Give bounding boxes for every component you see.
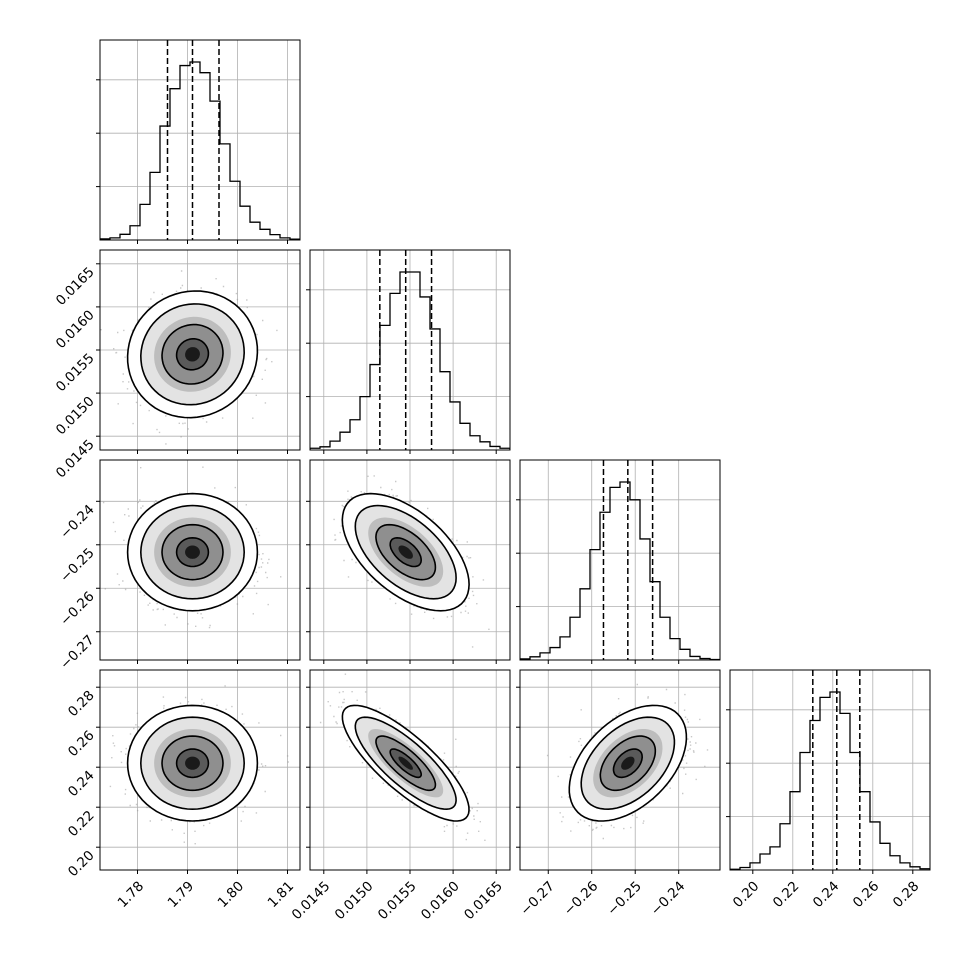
y-tick-label: 0.0145 (53, 437, 98, 482)
axes-frame (99, 459, 301, 661)
x-tick-label: 1.78 (115, 878, 148, 911)
y-tick-label: −0.25 (57, 545, 98, 586)
x-tick-label: −0.25 (604, 878, 645, 919)
histogram-step (520, 481, 720, 660)
x-tick-label: 0.0145 (289, 878, 334, 923)
y-tick-label: 0.20 (65, 848, 98, 881)
y-tick-label: 0.26 (65, 728, 98, 761)
x-tick-label: 1.81 (265, 878, 298, 911)
scatter-panel-2-1 (306, 459, 511, 664)
scatter-panel-3-2 (516, 669, 721, 874)
x-tick-label: 0.0165 (461, 878, 506, 923)
x-tick-label: 0.0155 (375, 878, 420, 923)
histogram-panel-2 (516, 459, 721, 664)
x-tick-label: 0.0150 (332, 878, 377, 923)
histogram-step (100, 61, 300, 240)
y-tick-label: 0.28 (65, 688, 98, 721)
axes-frame (519, 459, 721, 661)
y-tick-label: −0.26 (57, 589, 98, 630)
y-tick-label: −0.27 (57, 632, 98, 673)
density-peak (621, 756, 635, 770)
scatter-panel-3-0 (96, 669, 301, 874)
y-tick-label: 0.0165 (53, 264, 98, 309)
x-tick-label: 1.80 (215, 878, 248, 911)
histogram-panel-3 (726, 669, 931, 874)
x-tick-label: 0.20 (730, 878, 763, 911)
histogram-step (730, 691, 930, 870)
x-tick-label: −0.24 (648, 878, 689, 919)
histogram-panel-0 (96, 39, 301, 244)
x-tick-label: 0.26 (850, 878, 883, 911)
density-peak (398, 545, 413, 559)
density-peak (185, 347, 200, 362)
x-tick-label: 1.79 (165, 878, 198, 911)
density-peak (185, 756, 200, 770)
y-tick-label: −0.24 (57, 502, 98, 543)
scatter-panel-3-1 (306, 669, 511, 874)
x-tick-label: 0.22 (770, 878, 803, 911)
histogram-panel-1 (306, 249, 511, 454)
scatter-panel-1-0 (96, 249, 301, 454)
y-tick-label: 0.22 (65, 808, 98, 841)
y-tick-label: 0.24 (65, 768, 98, 801)
x-tick-label: −0.26 (561, 878, 602, 919)
axes-frame (519, 669, 721, 871)
x-tick-label: −0.27 (517, 878, 558, 919)
density-peak (185, 545, 200, 559)
y-tick-label: 0.0160 (53, 307, 98, 352)
x-tick-label: 0.28 (890, 878, 923, 911)
y-tick-label: 0.0150 (53, 393, 98, 438)
density-peak (398, 756, 413, 770)
axes-frame (99, 669, 301, 871)
x-tick-label: 0.0160 (418, 878, 463, 923)
axes-frame (729, 669, 931, 871)
histogram-step (310, 271, 510, 450)
x-tick-label: 0.24 (810, 878, 843, 911)
scatter-panel-2-0 (96, 459, 301, 664)
axes-frame (99, 39, 301, 241)
y-tick-label: 0.0155 (53, 350, 98, 395)
